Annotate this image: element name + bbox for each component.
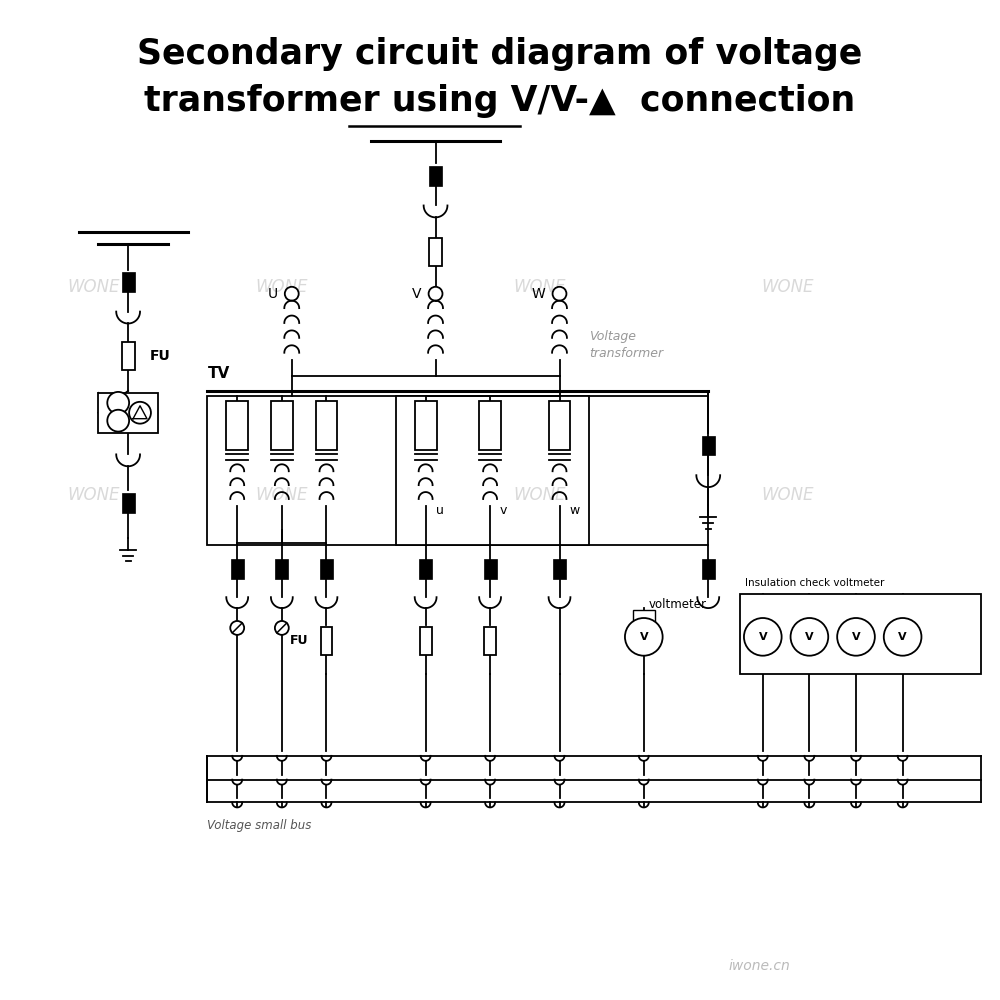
Text: V: V [898, 632, 907, 642]
Bar [122, 342, 135, 370]
Circle shape [744, 618, 782, 656]
Text: WONE: WONE [761, 486, 814, 504]
Circle shape [791, 618, 828, 656]
Text: WONE: WONE [256, 278, 308, 296]
Text: u: u [436, 504, 443, 517]
Circle shape [884, 618, 921, 656]
Bar [633, 610, 655, 628]
Bar [702, 436, 715, 455]
Text: voltmeter: voltmeter [649, 598, 707, 611]
Bar [271, 401, 293, 450]
Bar [420, 627, 432, 655]
Bar [549, 401, 570, 450]
Text: iwone.cn: iwone.cn [728, 959, 790, 973]
Bar [484, 627, 496, 655]
Bar [484, 559, 497, 579]
Bar [396, 396, 589, 545]
Bar [553, 559, 566, 579]
Text: transformer: transformer [589, 347, 663, 360]
Text: FU: FU [150, 349, 171, 363]
Bar [122, 493, 135, 513]
Text: Voltage small bus: Voltage small bus [207, 819, 312, 832]
Text: V: V [852, 632, 860, 642]
Text: Secondary circuit diagram of voltage: Secondary circuit diagram of voltage [137, 37, 863, 71]
Bar [740, 594, 981, 674]
Text: v: v [500, 504, 507, 517]
Text: V: V [639, 632, 648, 642]
Circle shape [553, 287, 566, 301]
Bar [316, 401, 337, 450]
Text: WONE: WONE [256, 486, 308, 504]
Text: transformer using V/V-▲  connection: transformer using V/V-▲ connection [144, 84, 856, 118]
Bar [429, 166, 442, 186]
Circle shape [107, 392, 129, 414]
Bar [231, 559, 244, 579]
Circle shape [129, 402, 151, 424]
Bar [429, 238, 442, 266]
Text: WONE: WONE [761, 278, 814, 296]
Text: V: V [758, 632, 767, 642]
Circle shape [275, 621, 289, 635]
Text: WONE: WONE [513, 486, 566, 504]
Bar [275, 559, 288, 579]
Circle shape [429, 287, 442, 301]
Circle shape [230, 621, 244, 635]
Bar [122, 272, 135, 292]
Text: V: V [412, 287, 422, 301]
Bar [226, 401, 248, 450]
Text: U: U [268, 287, 278, 301]
Bar [321, 627, 332, 655]
Bar [479, 401, 501, 450]
Text: TV: TV [207, 366, 230, 381]
Bar [207, 396, 708, 545]
Circle shape [107, 410, 129, 432]
Text: V: V [805, 632, 814, 642]
Bar [419, 559, 432, 579]
Text: Voltage: Voltage [589, 330, 636, 343]
Circle shape [837, 618, 875, 656]
Bar [98, 393, 158, 433]
Text: Insulation check voltmeter: Insulation check voltmeter [745, 578, 884, 588]
Text: FU: FU [290, 634, 309, 647]
Text: W: W [532, 287, 546, 301]
Text: WONE: WONE [67, 486, 120, 504]
Bar [702, 559, 715, 579]
Text: WONE: WONE [513, 278, 566, 296]
Bar [415, 401, 437, 450]
Circle shape [625, 618, 663, 656]
Bar [320, 559, 333, 579]
Circle shape [285, 287, 299, 301]
Text: w: w [569, 504, 580, 517]
Text: WONE: WONE [67, 278, 120, 296]
